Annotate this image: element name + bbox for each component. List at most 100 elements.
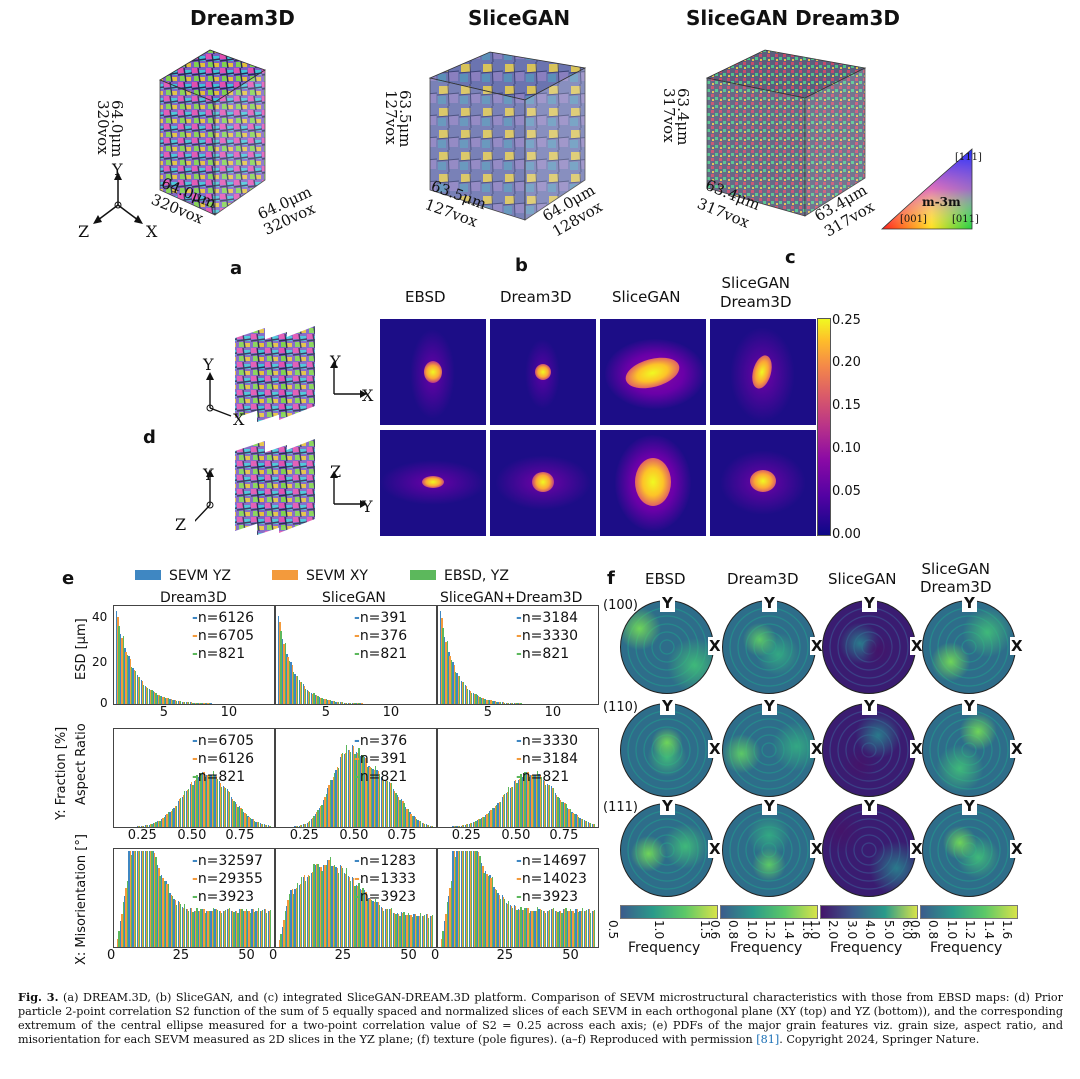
histogram-bar — [478, 819, 480, 827]
histogram-bar — [152, 691, 155, 704]
histogram-bar — [211, 775, 213, 827]
histogram-bar — [182, 701, 185, 704]
histogram-bar — [188, 910, 190, 947]
histogram-bar — [376, 901, 378, 947]
hist-col-dream3d: Dream3D — [160, 590, 227, 606]
pf-row-110: (110) — [603, 700, 638, 715]
histogram-bar — [314, 864, 317, 947]
histogram-bar — [310, 819, 313, 827]
x-tick-label: 0 — [269, 948, 278, 963]
histogram-bar — [519, 703, 521, 704]
histogram-bar — [403, 912, 405, 947]
triad-y: Y — [112, 160, 123, 179]
histogram-bar — [366, 898, 368, 947]
histogram-bar — [290, 890, 292, 947]
histogram-bar — [236, 803, 238, 827]
histogram-bar — [579, 818, 581, 827]
histogram-bar — [138, 826, 141, 827]
histogram-bar — [294, 826, 296, 827]
inset-yz-h: Z — [175, 515, 187, 534]
histogram-bar — [402, 912, 404, 947]
histogram-bar — [494, 701, 496, 704]
heatmap-dream3d-yz — [490, 430, 596, 536]
histogram-bar — [464, 851, 466, 947]
histogram-bar — [117, 617, 119, 704]
ipf-111: [111] — [955, 152, 982, 163]
histogram-bar — [141, 825, 144, 827]
histogram-bar — [457, 825, 459, 827]
histogram-bar — [580, 911, 582, 947]
histogram-bar — [130, 855, 133, 947]
histogram-bar — [137, 826, 140, 827]
histogram-bar — [476, 851, 479, 947]
histogram-bar — [454, 671, 457, 704]
histogram-bar — [226, 789, 229, 827]
histogram-bar — [124, 647, 126, 704]
histogram-bar — [508, 900, 510, 947]
histogram-bar — [328, 699, 330, 704]
histogram-bar — [384, 779, 386, 827]
histogram-bar — [499, 801, 502, 827]
histogram-bar — [167, 883, 169, 947]
histogram-bar — [337, 701, 340, 704]
histogram-bar — [232, 798, 234, 827]
histogram-bar — [193, 702, 196, 704]
histogram-bar — [192, 911, 194, 947]
histogram-bar — [510, 906, 513, 947]
histogram-bar — [441, 618, 443, 704]
histogram-bar — [575, 814, 577, 827]
histogram-bar — [174, 806, 176, 827]
histogram-bar — [501, 702, 503, 704]
cube-c-left-vox: 317vox — [660, 88, 678, 143]
histogram-bar — [449, 656, 451, 704]
histogram-bar — [461, 825, 464, 827]
histogram-bar — [332, 777, 334, 827]
histogram-bar — [300, 876, 303, 947]
pole-x-label: X — [910, 637, 924, 655]
caption-ref-link[interactable]: [81] — [756, 1033, 780, 1046]
histogram-bar — [429, 825, 432, 827]
histogram-bar — [456, 851, 458, 947]
histogram-bar — [324, 865, 326, 947]
pole-x-label: X — [708, 840, 722, 858]
histogram-bar — [572, 910, 574, 947]
histogram-bar — [551, 909, 554, 947]
histogram-bar — [303, 875, 306, 947]
histogram-bar — [415, 819, 418, 827]
histogram-bar — [182, 907, 185, 947]
histogram-bar — [158, 820, 160, 827]
histogram-bar — [207, 703, 209, 704]
histogram-bar — [161, 819, 163, 827]
histogram-bar — [491, 807, 493, 827]
histogram-bar — [219, 911, 222, 947]
histogram-bar — [442, 931, 444, 947]
histogram-bar — [339, 864, 341, 947]
histogram-bar — [171, 809, 174, 827]
inset-yz-v: Y — [203, 465, 214, 484]
count-label: -n=14697 — [516, 853, 587, 869]
histogram-bar — [508, 702, 510, 704]
histogram-bar — [300, 681, 303, 704]
histogram-bar — [170, 895, 172, 947]
histogram-bar — [410, 813, 412, 827]
hm-axes-row1 — [330, 361, 367, 398]
histogram-bar — [136, 851, 138, 947]
histogram-bar — [302, 876, 304, 947]
histogram-bar — [409, 812, 411, 827]
x-tick-label: 0.25 — [289, 828, 319, 843]
pf-cbar-tick: 5.0 — [881, 920, 896, 940]
histogram-bar — [469, 851, 472, 947]
ylabel-aspect: Aspect Ratio — [74, 723, 89, 805]
histogram-bar — [189, 907, 192, 947]
histogram-bar — [257, 822, 260, 827]
histogram-bar — [389, 909, 392, 947]
histogram-bar — [564, 909, 566, 947]
histogram-bar — [423, 915, 426, 947]
histogram-bar — [310, 692, 313, 704]
title-dream3d: Dream3D — [190, 6, 295, 30]
histogram-bar — [307, 875, 310, 947]
histogram-bar — [509, 905, 512, 947]
caption-tail: . Copyright 2024, Springer Nature. — [779, 1033, 980, 1046]
x-tick-label: 0.50 — [501, 828, 531, 843]
histogram-axes: -n=3184 -n=3330 -n=821 — [437, 605, 599, 705]
